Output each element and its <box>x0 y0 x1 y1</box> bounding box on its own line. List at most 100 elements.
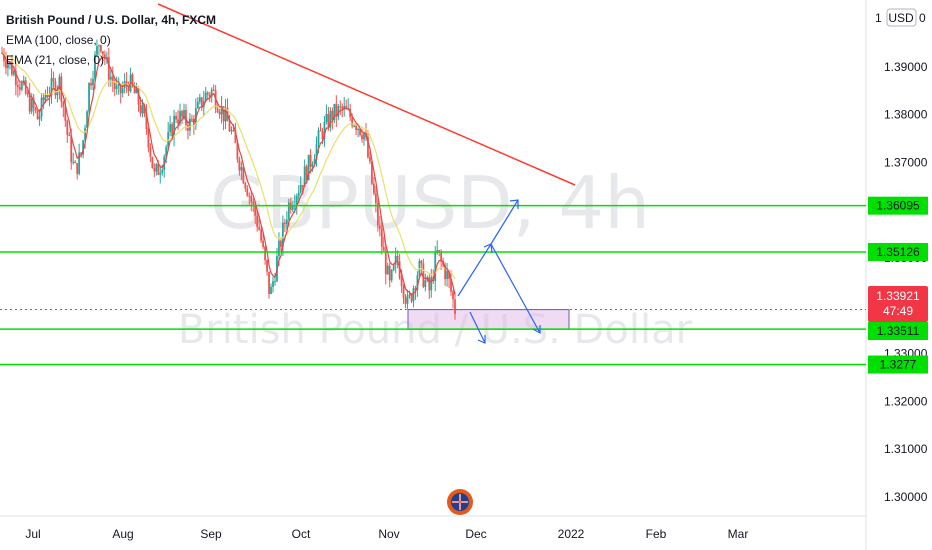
level-tag-0[interactable]: 1.36095 <box>868 196 928 215</box>
candle <box>454 291 456 320</box>
candle-body <box>98 45 100 47</box>
candle-body <box>238 159 241 171</box>
candle-body <box>384 250 387 275</box>
candle-body <box>268 271 270 294</box>
candle-body <box>309 154 312 167</box>
ema-100-line <box>1 52 456 280</box>
candle <box>260 225 263 244</box>
candle-body <box>3 52 5 62</box>
candle <box>34 106 37 114</box>
candle <box>133 82 136 94</box>
candle-body <box>278 240 280 257</box>
legend-ema-100[interactable]: EMA (100, close, 0) <box>6 33 111 47</box>
candle <box>98 44 100 56</box>
candle-body <box>76 163 79 174</box>
candle <box>319 123 322 132</box>
legend: British Pound / U.S. Dollar, 4h, FXCM EM… <box>6 13 216 67</box>
candle-body <box>430 277 433 291</box>
price-tick-7: 1.32000 <box>884 394 928 408</box>
candle-body <box>260 229 263 241</box>
candle-body <box>153 168 156 172</box>
plot-area[interactable] <box>0 0 866 516</box>
candle <box>155 162 158 176</box>
candle-body <box>113 82 116 89</box>
candle-body <box>177 119 179 124</box>
candle-body <box>448 271 450 279</box>
candle-body <box>418 260 421 276</box>
candle-body <box>394 255 397 265</box>
candle-body <box>90 83 92 86</box>
candle-body <box>359 128 361 135</box>
candle-body <box>224 107 227 122</box>
candle-body <box>200 97 203 108</box>
legend-ema-21[interactable]: EMA (21, close, 0) <box>6 53 104 67</box>
candle-body <box>410 294 413 302</box>
candle-body <box>20 83 23 90</box>
candle <box>72 152 75 165</box>
level-tag-box-2 <box>868 322 928 340</box>
candle-body <box>380 228 383 247</box>
candle <box>145 104 148 135</box>
candle-body <box>86 111 88 128</box>
candle-body <box>210 89 213 97</box>
candle <box>206 90 209 100</box>
candle-body <box>367 136 369 158</box>
candle-body <box>88 83 90 112</box>
candle <box>119 83 122 104</box>
support-zone[interactable] <box>407 309 570 330</box>
time-axis[interactable] <box>0 516 866 550</box>
candle <box>96 39 98 58</box>
candle-body <box>319 130 322 132</box>
level-tag-box-1 <box>868 242 928 261</box>
candle-body <box>208 94 211 97</box>
candle <box>315 136 318 167</box>
candle-body <box>369 157 371 162</box>
candle <box>363 132 365 146</box>
level-tag-3[interactable]: 1.3277 <box>868 355 928 374</box>
candle-body <box>295 196 298 205</box>
candle <box>367 130 369 159</box>
candle <box>52 71 55 88</box>
candle-body <box>252 201 255 205</box>
candle <box>248 192 251 205</box>
candle-body <box>357 128 359 130</box>
candle-body <box>68 134 71 136</box>
candle-body <box>7 64 9 69</box>
current-price-tag[interactable]: 1.33921 47:49 <box>868 286 928 322</box>
time-tick-7: Feb <box>646 527 667 541</box>
price-axis-top-tick-suffix: 0 <box>919 11 926 25</box>
candle-body <box>60 76 63 102</box>
candle <box>3 48 5 67</box>
candle-body <box>250 195 253 202</box>
legend-title[interactable]: British Pound / U.S. Dollar, 4h, FXCM <box>6 13 216 27</box>
candle <box>175 112 177 123</box>
level-tag-2[interactable]: 1.33511 <box>868 322 928 340</box>
candle-body <box>325 114 328 123</box>
candle-body <box>303 166 306 187</box>
price-axis[interactable] <box>866 0 932 550</box>
candle-body <box>84 127 86 141</box>
candle-body <box>109 76 112 80</box>
candle-body <box>446 271 448 280</box>
level-tag-1[interactable]: 1.35126 <box>868 242 928 261</box>
candle-body <box>48 94 51 98</box>
currency-button-frame <box>886 8 917 27</box>
time-tick-6: 2022 <box>558 527 585 541</box>
candle-body <box>42 97 45 101</box>
candle-body <box>56 89 59 96</box>
candle <box>167 122 170 152</box>
time-tick-4: Nov <box>378 527 399 541</box>
candle-body <box>50 78 53 95</box>
currency-button[interactable]: USD <box>886 8 917 27</box>
time-tick-3: Oct <box>292 527 311 541</box>
time-tick-2: Sep <box>200 527 222 541</box>
descending-trendline[interactable] <box>157 3 576 186</box>
price-tick-2: 1.37000 <box>884 155 928 169</box>
candle <box>396 250 399 269</box>
candle-body <box>242 167 245 184</box>
candle <box>297 185 300 203</box>
projection-down[interactable] <box>469 243 541 344</box>
candle-body <box>58 76 61 90</box>
candle <box>412 285 415 308</box>
candle-body <box>125 81 128 86</box>
